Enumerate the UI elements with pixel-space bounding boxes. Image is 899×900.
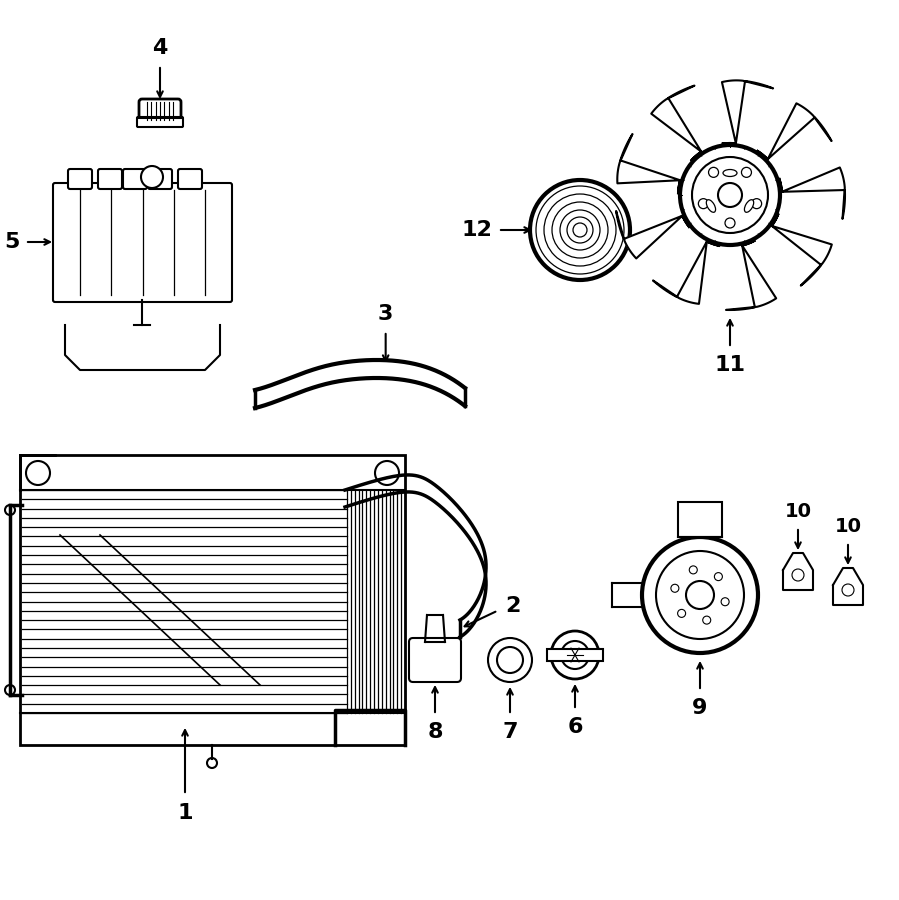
Circle shape <box>551 631 599 679</box>
FancyBboxPatch shape <box>53 183 232 302</box>
Circle shape <box>207 758 217 768</box>
FancyBboxPatch shape <box>139 99 181 123</box>
Circle shape <box>488 638 532 682</box>
Polygon shape <box>833 568 863 605</box>
Circle shape <box>680 145 780 245</box>
Text: 8: 8 <box>427 722 442 742</box>
Circle shape <box>725 218 735 228</box>
Polygon shape <box>726 241 776 310</box>
Ellipse shape <box>723 169 737 176</box>
Text: 3: 3 <box>378 304 394 324</box>
Circle shape <box>715 572 723 580</box>
FancyBboxPatch shape <box>409 638 461 682</box>
Bar <box>20 455 405 745</box>
Circle shape <box>703 616 711 624</box>
Circle shape <box>497 647 523 673</box>
Polygon shape <box>783 553 813 590</box>
Ellipse shape <box>707 200 716 212</box>
FancyBboxPatch shape <box>547 649 603 661</box>
Ellipse shape <box>744 200 753 212</box>
Polygon shape <box>779 167 845 219</box>
Text: 12: 12 <box>461 220 492 240</box>
Text: 5: 5 <box>4 232 20 252</box>
Circle shape <box>5 685 15 695</box>
Circle shape <box>752 199 761 209</box>
Circle shape <box>690 566 698 574</box>
FancyBboxPatch shape <box>137 117 183 127</box>
Polygon shape <box>758 104 832 159</box>
Text: 9: 9 <box>692 698 708 718</box>
Circle shape <box>375 461 399 485</box>
Circle shape <box>141 166 163 188</box>
Circle shape <box>26 461 50 485</box>
Circle shape <box>686 581 714 609</box>
Text: 6: 6 <box>567 717 583 737</box>
Polygon shape <box>618 134 681 194</box>
Polygon shape <box>722 80 773 143</box>
Circle shape <box>721 598 729 606</box>
Circle shape <box>699 199 708 209</box>
Circle shape <box>792 569 804 581</box>
FancyBboxPatch shape <box>123 169 147 189</box>
FancyBboxPatch shape <box>148 169 172 189</box>
Circle shape <box>742 167 752 177</box>
Text: 7: 7 <box>503 722 518 742</box>
Text: 10: 10 <box>834 517 861 536</box>
Polygon shape <box>651 86 701 160</box>
Circle shape <box>642 537 758 653</box>
Text: 1: 1 <box>177 803 192 823</box>
Polygon shape <box>616 211 689 258</box>
Text: 10: 10 <box>785 502 812 521</box>
Circle shape <box>5 505 15 515</box>
FancyBboxPatch shape <box>178 169 202 189</box>
FancyBboxPatch shape <box>678 502 722 537</box>
Text: 11: 11 <box>715 355 745 375</box>
Circle shape <box>842 584 854 596</box>
Circle shape <box>530 180 630 280</box>
Text: 2: 2 <box>505 597 521 617</box>
Circle shape <box>678 609 686 617</box>
Text: 4: 4 <box>152 38 168 58</box>
Circle shape <box>718 183 742 207</box>
Circle shape <box>671 584 679 592</box>
Circle shape <box>708 167 718 177</box>
Polygon shape <box>653 241 719 304</box>
FancyBboxPatch shape <box>98 169 122 189</box>
FancyBboxPatch shape <box>68 169 92 189</box>
Polygon shape <box>772 214 832 285</box>
